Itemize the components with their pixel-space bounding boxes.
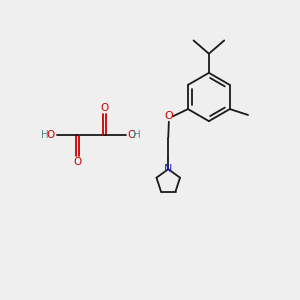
Text: H: H	[41, 130, 49, 140]
Text: O: O	[74, 158, 82, 167]
Text: O: O	[164, 111, 173, 122]
Text: H: H	[134, 130, 141, 140]
Text: O: O	[127, 130, 136, 140]
Text: N: N	[164, 164, 172, 174]
Text: O: O	[46, 130, 55, 140]
Text: O: O	[100, 103, 109, 113]
